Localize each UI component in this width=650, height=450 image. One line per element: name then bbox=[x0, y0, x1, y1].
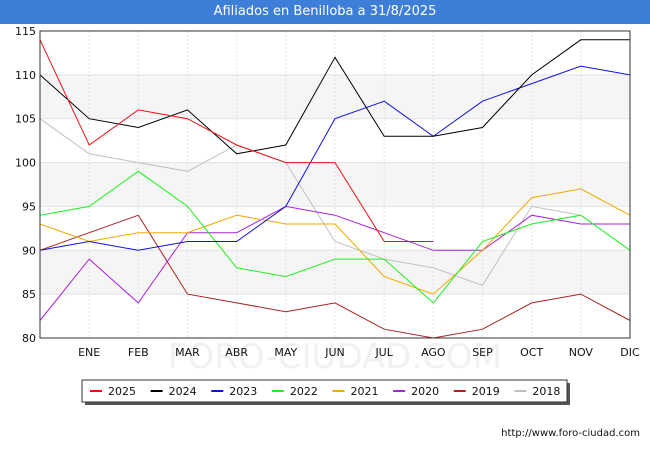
legend-label-2020: 2020 bbox=[411, 385, 439, 398]
legend-label-2021: 2021 bbox=[351, 385, 379, 398]
legend-box bbox=[81, 379, 568, 403]
legend-label-2019: 2019 bbox=[472, 385, 500, 398]
x-tick-label: OCT bbox=[520, 346, 543, 359]
series-line-2018 bbox=[39, 118, 581, 287]
x-tick-label: ENE bbox=[78, 346, 100, 359]
series-lines bbox=[39, 39, 631, 339]
y-tick-label: 90 bbox=[22, 244, 36, 257]
y-tick-label: 115 bbox=[15, 25, 36, 38]
legend: 2025 2024 2023 2022 2021 2020 2019 2018 bbox=[81, 379, 570, 405]
x-tick-label: JUL bbox=[374, 346, 393, 359]
source-url[interactable]: http://www.foro-ciudad.com bbox=[501, 428, 640, 439]
legend-label-2023: 2023 bbox=[229, 385, 257, 398]
series-line-2021 bbox=[39, 188, 631, 295]
legend-label-2024: 2024 bbox=[169, 385, 197, 398]
legend-label-2018: 2018 bbox=[532, 385, 560, 398]
y-tick-label: 85 bbox=[22, 288, 36, 301]
x-tick-label: FEB bbox=[128, 346, 149, 359]
x-tick-label: AGO bbox=[421, 346, 446, 359]
series-line-2020 bbox=[39, 205, 630, 321]
plot-frame bbox=[39, 30, 631, 339]
x-tick-label: DIC bbox=[620, 346, 640, 359]
y-tick-label: 95 bbox=[22, 200, 36, 213]
y-tick-label: 80 bbox=[22, 332, 36, 345]
x-tick-label: SEP bbox=[472, 346, 493, 359]
x-tick-label: JUN bbox=[324, 346, 345, 359]
y-axis-ticks: 80 85 90 95 100 105 110 115 bbox=[15, 25, 36, 345]
y-tick-label: 100 bbox=[15, 157, 36, 170]
legend-label-2022: 2022 bbox=[290, 385, 318, 398]
chart-title: Afiliados en Benilloba a 31/8/2025 bbox=[0, 0, 650, 24]
series-line-2024 bbox=[39, 39, 630, 155]
legend-label-2025: 2025 bbox=[108, 385, 136, 398]
watermark-text: FORO-CIUDAD.COM bbox=[168, 337, 502, 377]
y-tick-label: 105 bbox=[15, 113, 36, 126]
series-line-2023 bbox=[39, 65, 631, 251]
series-line-2025 bbox=[39, 39, 434, 242]
series-line-2022 bbox=[39, 170, 631, 304]
x-tick-label: MAY bbox=[274, 346, 297, 359]
x-tick-label: ABR bbox=[225, 346, 248, 359]
x-tick-label: NOV bbox=[569, 346, 594, 359]
x-tick-label: MAR bbox=[175, 346, 200, 359]
series-line-2019 bbox=[39, 214, 631, 339]
x-axis-ticks: ENE FEB MAR ABR MAY JUN JUL AGO SEP OCT NOV DIC bbox=[78, 346, 640, 359]
y-tick-label: 110 bbox=[15, 69, 36, 82]
